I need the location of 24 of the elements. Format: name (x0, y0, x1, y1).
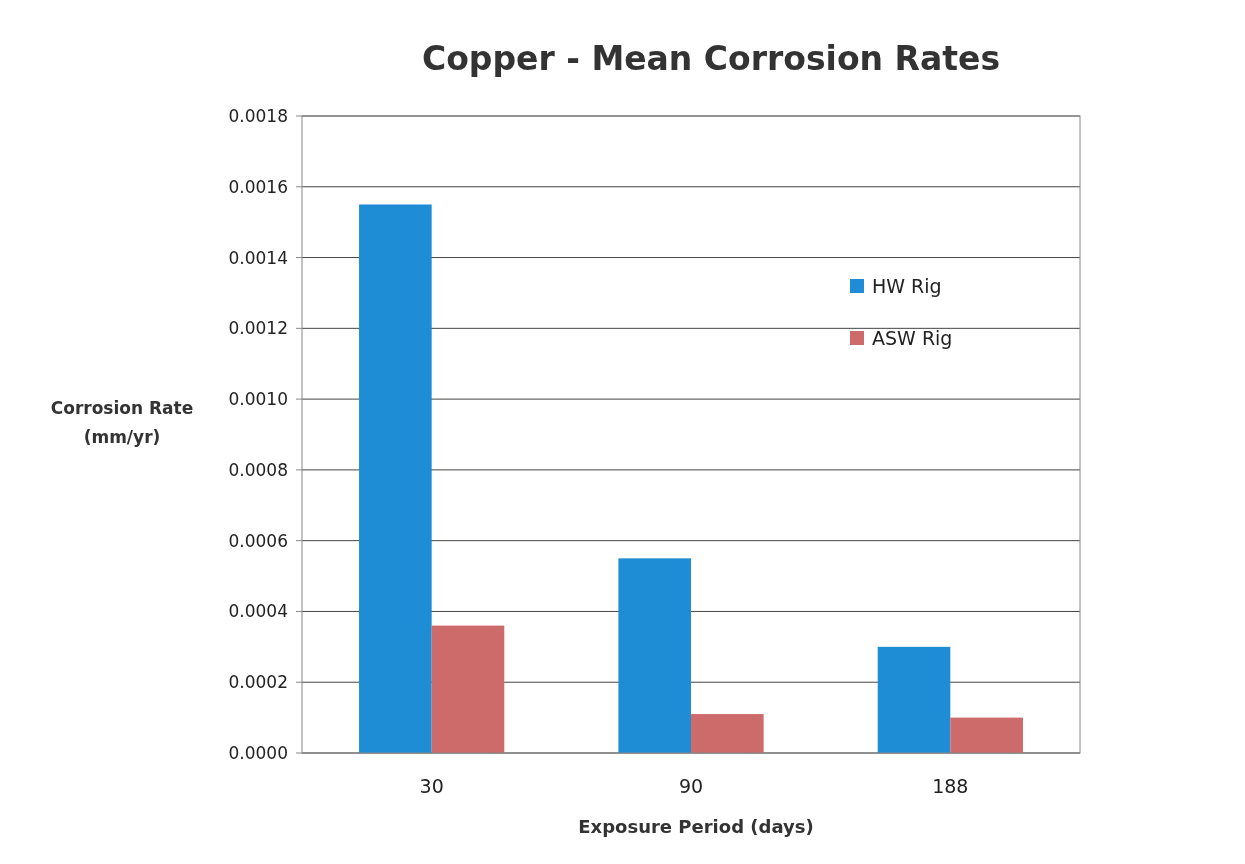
y-axis-title: Corrosion Rate (mm/yr) (50, 398, 194, 447)
bar (950, 717, 1023, 753)
x-axis-title: Exposure Period (days) (578, 816, 814, 837)
y-tick-label: 0.0012 (228, 318, 288, 339)
y-tick-label: 0.0002 (228, 672, 288, 693)
y-tick-label: 0.0014 (228, 247, 288, 268)
y-tick-label: 0.0000 (228, 742, 288, 763)
chart-title: Copper - Mean Corrosion Rates (421, 39, 1001, 78)
legend-label: HW Rig (872, 274, 942, 297)
bar (431, 625, 505, 753)
x-tick-label: 90 (678, 775, 704, 797)
y-tick-label: 0.0008 (228, 459, 288, 480)
bar (877, 646, 951, 753)
bar (359, 204, 432, 753)
legend-label: ASW Rig (872, 326, 953, 349)
bar (691, 714, 764, 753)
bar (618, 558, 691, 753)
y-tick-label: 0.0006 (228, 530, 288, 551)
x-tick-label: 30 (419, 775, 444, 797)
y-tick-label: 0.0004 (228, 601, 288, 622)
x-tick-label: 188 (932, 775, 969, 797)
y-tick-label: 0.0018 (228, 105, 288, 126)
y-tick-label: 0.0010 (228, 389, 288, 410)
y-tick-label: 0.0016 (228, 176, 288, 197)
